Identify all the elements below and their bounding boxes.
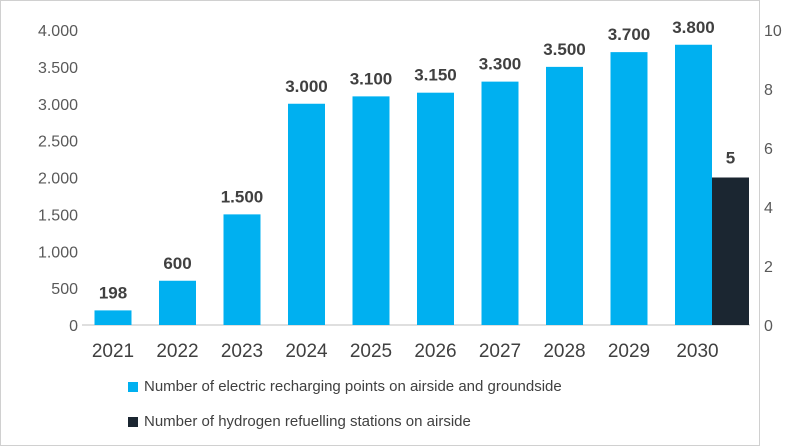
x-tick-label: 2025 (350, 341, 392, 362)
legend-swatch-hydrogen (128, 416, 138, 427)
legend-swatch-electric (128, 381, 138, 392)
bar-hydrogen-2030 (712, 177, 749, 325)
legend-label-electric: Number of electric recharging points on … (144, 378, 562, 395)
right-tick-label: 0 (764, 318, 773, 335)
legend-item-hydrogen: Number of hydrogen refuelling stations o… (128, 413, 471, 430)
left-tick-label: 500 (51, 281, 78, 298)
legend-item-electric: Number of electric recharging points on … (128, 378, 562, 395)
right-tick-label: 2 (764, 259, 773, 276)
data-label-electric: 3.300 (479, 55, 522, 74)
left-axis-ticks: 0 500 1.000 1.500 2.000 2.500 3.000 3.500 4.000 (38, 23, 78, 335)
left-tick-label: 2.000 (38, 171, 78, 188)
bar-electric-2029 (610, 52, 648, 325)
data-label-electric: 3.100 (350, 69, 393, 88)
data-label-electric: 1.500 (221, 187, 264, 206)
x-tick-label: 2023 (221, 341, 263, 362)
bar-electric-2025 (352, 96, 390, 325)
left-tick-label: 4.000 (38, 23, 78, 40)
data-label-electric: 3.700 (608, 25, 651, 44)
right-tick-label: 6 (764, 141, 773, 158)
bar-electric-2021 (94, 310, 132, 325)
x-tick-label: 2027 (479, 341, 521, 362)
bar-electric-2028 (546, 66, 583, 325)
x-axis-ticks: 2021 2022 2023 2024 2025 2026 2027 2028 2029 2030 (92, 341, 719, 362)
x-tick-label: 2030 (676, 341, 718, 362)
left-tick-label: 1.000 (38, 244, 78, 261)
data-label-electric: 3.000 (285, 77, 328, 96)
right-tick-label: 10 (764, 23, 782, 40)
x-tick-label: 2022 (156, 341, 198, 362)
x-tick-label: 2026 (414, 341, 456, 362)
left-tick-label: 0 (69, 318, 78, 335)
bars-group (94, 44, 749, 325)
right-tick-label: 8 (764, 82, 773, 99)
x-tick-label: 2021 (92, 341, 134, 362)
left-tick-label: 2.500 (38, 134, 78, 151)
legend-label-hydrogen: Number of hydrogen refuelling stations o… (144, 413, 471, 430)
bar-electric-2030 (675, 44, 712, 325)
x-tick-label: 2028 (543, 341, 585, 362)
bar-electric-2026 (417, 92, 454, 325)
data-label-electric: 600 (163, 254, 191, 273)
data-label-hydrogen: 5 (726, 149, 735, 168)
bar-electric-2027 (481, 81, 519, 325)
left-tick-label: 3.000 (38, 97, 78, 114)
data-label-electric: 3.800 (672, 18, 715, 37)
data-label-electric: 3.500 (543, 40, 586, 59)
right-tick-label: 4 (764, 200, 773, 217)
data-labels-group: 198 600 1.500 3.000 3.100 3.150 3.300 3.500 3.70… (99, 18, 735, 303)
bar-electric-2023 (223, 214, 261, 325)
right-axis-ticks: 0 2 4 6 8 10 (764, 23, 782, 335)
x-tick-label: 2024 (285, 341, 328, 362)
left-tick-label: 1.500 (38, 207, 78, 224)
data-label-electric: 198 (99, 283, 127, 302)
bar-electric-2022 (159, 280, 196, 325)
data-label-electric: 3.150 (414, 66, 457, 85)
bar-electric-2024 (288, 103, 325, 325)
left-tick-label: 3.500 (38, 60, 78, 77)
x-tick-label: 2029 (608, 341, 650, 362)
